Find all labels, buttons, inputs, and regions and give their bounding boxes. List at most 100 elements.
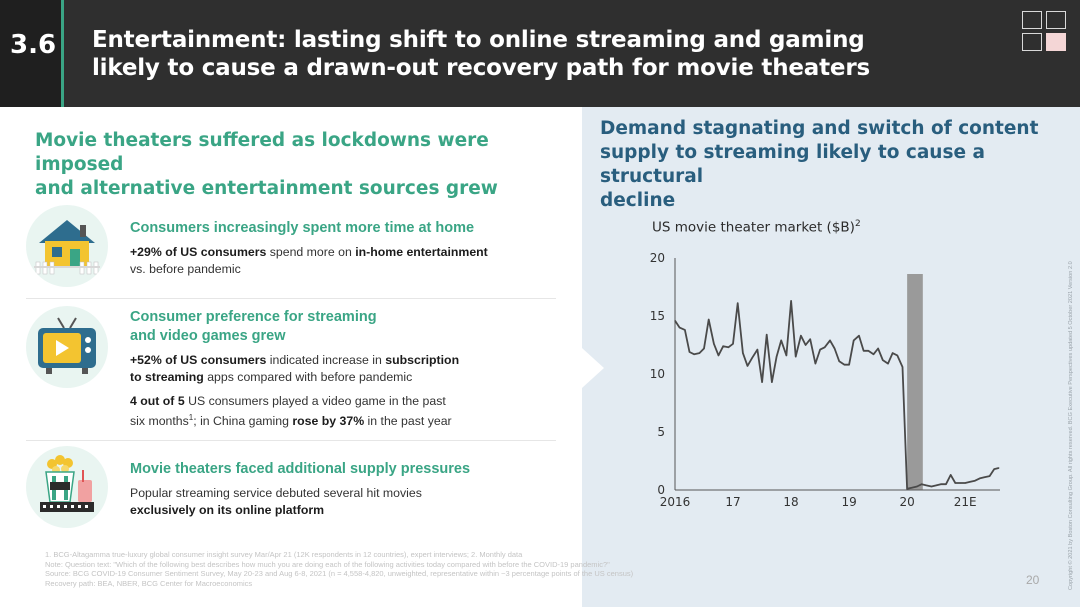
x-tick-label: 20 [900, 495, 915, 509]
data-point [814, 362, 817, 365]
data-point [737, 302, 739, 304]
television-icon [26, 306, 108, 388]
data-point [877, 347, 879, 350]
data-point [771, 381, 773, 383]
chart-title: US movie theater market ($B)2 [652, 219, 861, 236]
data-point [863, 350, 865, 352]
data-point [761, 381, 763, 383]
market-series-line [674, 300, 1000, 490]
popcorn-icon [26, 446, 108, 528]
data-point [988, 475, 991, 477]
right-heading-line-2: supply to streaming likely to cause a st… [600, 142, 985, 187]
footnote-marker: 1 [188, 412, 194, 422]
text-fragment: indicated increase in [266, 353, 386, 367]
stat-gaming: 4 out of 5 [130, 394, 185, 408]
data-point [959, 482, 962, 484]
data-point [766, 333, 768, 336]
right-heading-line-1: Demand stagnating and switch of content [600, 118, 1039, 139]
data-point [867, 350, 869, 352]
data-point [945, 483, 947, 485]
data-point [756, 349, 759, 351]
data-point [969, 481, 971, 483]
stat-home-entertainment: +29% of US consumers [130, 245, 267, 259]
data-point [901, 366, 904, 368]
text-fragment: apps compared with before pandemic [203, 369, 413, 384]
x-tick-label: 19 [841, 495, 856, 509]
data-point [727, 346, 729, 348]
item-text-gaming: 4 out of 5 US consumers played a video g… [130, 393, 550, 429]
data-point [858, 335, 860, 337]
right-heading-line-3: decline [600, 190, 676, 211]
text-fragment: ; in China gaming [193, 413, 293, 428]
covid-period-band [907, 274, 923, 490]
footnote-line: Source: BCG COVID-19 Consumer Sentiment … [45, 569, 634, 578]
item-title-streaming: Consumer preference for streaming and vi… [130, 308, 550, 346]
data-point [742, 352, 744, 354]
data-point [882, 359, 884, 361]
data-point [693, 353, 695, 355]
data-point [911, 487, 913, 489]
data-point [795, 356, 797, 358]
data-point [679, 327, 681, 329]
left-heading: Movie theaters suffered as lockdowns wer… [35, 129, 565, 201]
data-point [935, 484, 937, 486]
data-point [708, 318, 710, 321]
y-tick-label: 10 [650, 367, 665, 381]
text-emphasis: to streaming [130, 369, 204, 384]
text-fragment: vs. before pandemic [130, 261, 241, 276]
x-tick-label: 2016 [660, 495, 691, 509]
panel-arrow-notch [582, 348, 604, 388]
data-point [974, 480, 976, 482]
data-point [698, 352, 700, 354]
data-point [930, 485, 933, 488]
data-point [785, 354, 788, 357]
page-number: 20 [1026, 573, 1040, 587]
text-fragment: spend more on [266, 245, 356, 259]
data-point [824, 346, 826, 348]
data-point [819, 349, 821, 351]
footnote-line: Recovery path: BEA, NBER, BCG Center for… [45, 578, 253, 588]
bcg-logo-icon [1022, 11, 1068, 53]
x-tick-label: 17 [725, 495, 740, 509]
data-point [688, 351, 691, 353]
left-heading-line-1: Movie theaters suffered as lockdowns wer… [35, 130, 489, 175]
data-point [800, 335, 802, 337]
data-point [684, 329, 686, 331]
left-heading-line-2: and alternative entertainment sources gr… [35, 178, 498, 199]
data-point [843, 364, 846, 366]
header-bar: 3.6 Entertainment: lasting shift to onli… [0, 0, 1080, 107]
footnote-line: Note: Question text: "Which of the follo… [45, 559, 610, 569]
page-title-line-1: Entertainment: lasting shift to online s… [92, 27, 865, 53]
data-point [983, 476, 985, 478]
footnotes: 1. BCG-Altagamma true-luxury global cons… [45, 550, 765, 588]
data-point [940, 483, 942, 485]
divider [26, 440, 556, 441]
page-title: Entertainment: lasting shift to online s… [92, 26, 892, 82]
y-tick-label: 20 [650, 251, 665, 265]
item-text-home: +29% of US consumers spend more on in-ho… [130, 244, 550, 277]
text-emphasis: in-home entertainment [355, 245, 488, 259]
data-point [838, 360, 840, 362]
list-item-home: Consumers increasingly spent more time a… [26, 205, 556, 291]
data-point [848, 364, 850, 366]
list-item-supply: Movie theaters faced additional supply p… [26, 446, 556, 532]
item-title-supply: Movie theaters faced additional supply p… [130, 461, 471, 477]
item-text-supply: Popular streaming service debuted severa… [130, 485, 550, 518]
text-emphasis: exclusively on its online platform [130, 502, 325, 517]
y-tick-label: 5 [657, 425, 665, 439]
text-fragment: US consumers played a video game in the … [184, 394, 446, 408]
data-point [809, 338, 811, 340]
copyright-notice: Copyright © 2021 by Boston Consulting Gr… [1068, 261, 1074, 590]
y-tick-label: 15 [650, 309, 665, 323]
chart-title-text: US movie theater market ($B) [652, 219, 855, 236]
data-point [804, 344, 807, 346]
x-tick-label: 18 [783, 495, 798, 509]
y-tick-label: 0 [657, 483, 665, 497]
text-fragment: in the past year [364, 413, 452, 428]
text-emphasis: subscription [385, 353, 460, 367]
data-point [921, 483, 923, 485]
data-point [906, 488, 908, 490]
data-point [950, 474, 952, 476]
data-point [790, 300, 792, 302]
data-point [853, 339, 855, 341]
